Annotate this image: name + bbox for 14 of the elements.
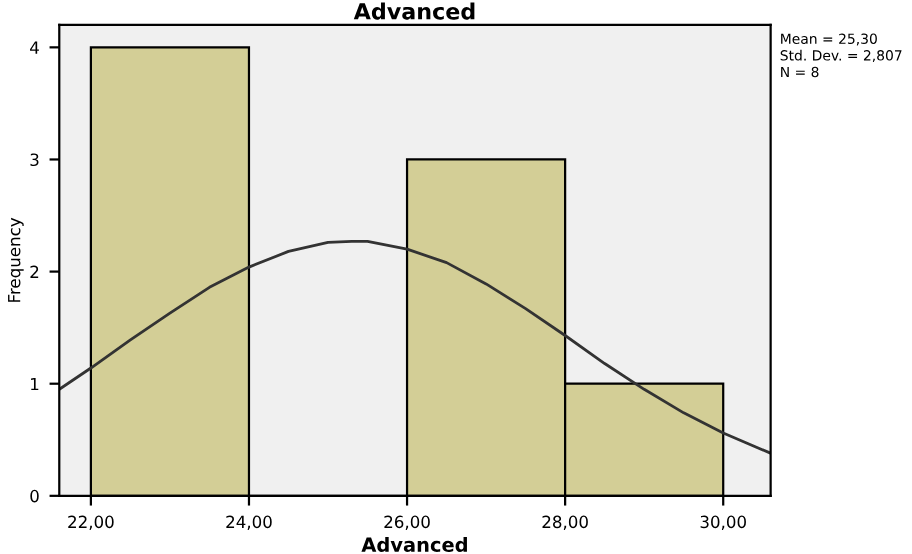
x-tick-label: 26,00 <box>384 515 430 530</box>
y-axis-title: Frequency <box>8 217 24 302</box>
x-tick-label: 28,00 <box>542 515 588 530</box>
x-axis-title: Advanced <box>361 536 467 553</box>
chart-title: Advanced <box>353 2 475 20</box>
y-tick-label: 4 <box>30 41 39 54</box>
y-tick-label: 3 <box>30 153 39 167</box>
x-tick-label: 24,00 <box>226 515 272 530</box>
y-tick-label: 1 <box>31 377 39 391</box>
y-tick-label: 0 <box>30 489 39 503</box>
x-tick-label: 22,00 <box>68 515 114 530</box>
x-tick-label: 30,00 <box>700 515 746 530</box>
y-tick-label: 2 <box>30 265 39 278</box>
line-series <box>59 239 771 455</box>
